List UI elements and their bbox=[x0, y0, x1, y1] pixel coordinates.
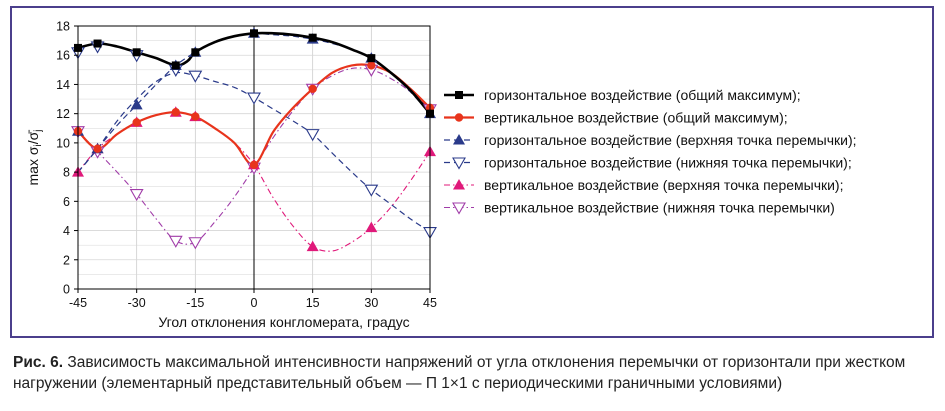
legend-marker-4 bbox=[452, 157, 466, 170]
series-2-point bbox=[171, 108, 180, 117]
series-5-point bbox=[306, 240, 319, 252]
y-axis-label-sub-i: i bbox=[33, 144, 44, 146]
series-4-point bbox=[247, 92, 261, 105]
x-tick-label: -15 bbox=[186, 296, 204, 310]
series-6-point bbox=[129, 188, 144, 202]
y-tick-label: 6 bbox=[63, 195, 70, 209]
plot-area bbox=[71, 25, 437, 290]
y-tick-label: 4 bbox=[63, 224, 70, 238]
x-tick-label: 0 bbox=[251, 296, 258, 310]
y-tick-label: 16 bbox=[56, 49, 70, 63]
x-axis-label: Угол отклонения конгломерата, градус bbox=[158, 314, 409, 330]
x-tick-label: 45 bbox=[423, 296, 437, 310]
y-axis-label-rest: /σ̄ bbox=[25, 130, 41, 145]
legend-label-6: вертикальное воздействие (нижняя точка п… bbox=[484, 200, 835, 216]
y-tick-label: 14 bbox=[56, 78, 70, 92]
figure-caption: Рис. 6. Зависимость максимальной интенси… bbox=[13, 352, 938, 394]
legend-marker-3 bbox=[453, 134, 465, 145]
y-tick-label: 12 bbox=[56, 107, 70, 121]
chart: 0 2 4 6 8 10 12 14 16 18 -45 -30 -15 0 15 30 45 Угол откл… bbox=[25, 20, 857, 331]
series-4-point bbox=[188, 70, 203, 83]
series-4-point bbox=[305, 129, 320, 142]
series-3-point bbox=[130, 98, 143, 110]
series-6-point bbox=[188, 237, 203, 250]
y-tick-label: 2 bbox=[63, 253, 70, 267]
legend-marker-2 bbox=[454, 113, 464, 122]
series-2-point bbox=[308, 84, 317, 94]
x-tick-label: -30 bbox=[128, 296, 146, 310]
series-1-point bbox=[171, 61, 180, 70]
series-5-point bbox=[365, 221, 378, 233]
series-1-point bbox=[132, 48, 141, 57]
legend-marker-1 bbox=[455, 91, 463, 99]
y-axis-label-sub-j: j bbox=[33, 130, 44, 133]
caption-label: Рис. 6. bbox=[13, 354, 64, 371]
legend-label-1: горизонтальное воздействие (общий максим… bbox=[484, 87, 801, 103]
series-1-point bbox=[191, 48, 200, 57]
legend-marker-5 bbox=[453, 179, 465, 190]
caption-text: Зависимость максимальной интенсивности н… bbox=[13, 354, 906, 392]
series-1-point bbox=[93, 39, 102, 48]
series-4-point bbox=[364, 184, 379, 197]
y-tick-label: 10 bbox=[56, 136, 70, 150]
series-2-point bbox=[93, 144, 102, 153]
series-1-point bbox=[250, 29, 258, 38]
series-1-point bbox=[308, 33, 317, 42]
figure-frame bbox=[10, 6, 934, 338]
legend-label-5: вертикальное воздействие (верхняя точка … bbox=[484, 177, 844, 193]
x-tick-label: 15 bbox=[306, 296, 320, 310]
y-tick-label: 0 bbox=[63, 283, 70, 297]
legend-label-2: вертикальное воздействие (общий максимум… bbox=[484, 110, 788, 126]
series-6-point bbox=[168, 235, 183, 248]
y-tick-label: 8 bbox=[63, 166, 70, 180]
y-tick-label: 18 bbox=[56, 20, 70, 34]
y-axis-label: max σi/σ̄j bbox=[25, 130, 44, 186]
series-1-point bbox=[367, 54, 376, 63]
x-tick-label: -45 bbox=[69, 296, 87, 310]
legend-label-3: горизонтальное воздействие (верхняя точк… bbox=[484, 132, 857, 148]
series-2-point bbox=[367, 61, 376, 70]
axes: 0 2 4 6 8 10 12 14 16 18 -45 -30 -15 0 15 30 45 Угол откл… bbox=[25, 20, 437, 331]
y-axis-label-main: max σ bbox=[25, 146, 41, 185]
series-2-point bbox=[132, 118, 141, 127]
x-tick-label: 30 bbox=[364, 296, 378, 310]
series-2-point bbox=[191, 112, 200, 121]
series-2-point bbox=[249, 160, 259, 170]
legend: горизонтальное воздействие (общий максим… bbox=[444, 87, 857, 216]
legend-label-4: горизонтальное воздействие (нижняя точка… bbox=[484, 155, 852, 171]
legend-marker-6 bbox=[452, 202, 466, 215]
